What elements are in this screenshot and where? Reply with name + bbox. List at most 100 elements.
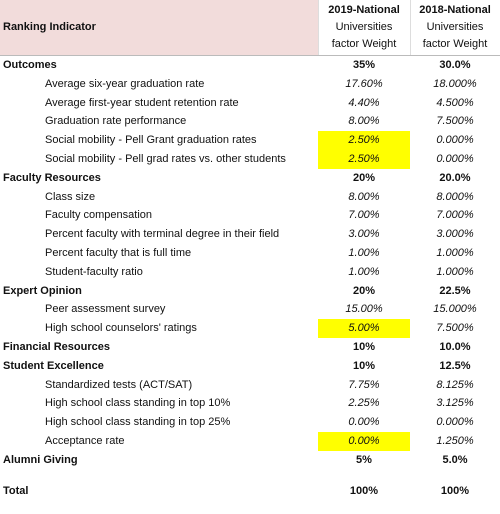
weight-2019: 1.00% <box>348 246 380 259</box>
weight-2018: 0.000% <box>436 416 474 429</box>
weight-2019: 2.25% <box>348 397 380 410</box>
weight-2019: 7.75% <box>348 378 380 391</box>
item-row: Faculty compensation 7.00% 7.000% <box>0 206 500 225</box>
header-row: Ranking Indicator 2019-National Universit… <box>0 0 500 56</box>
weight-2018: 1.250% <box>436 434 474 447</box>
weight-2018: 4.500% <box>436 96 474 109</box>
header-2018: 2018-National Universities factor Weight <box>410 0 500 56</box>
weight-2018: 3.125% <box>436 397 474 410</box>
item-row: Social mobility - Pell Grant graduation … <box>0 131 500 150</box>
weight-2018: 7.500% <box>436 322 474 335</box>
header-indicator: Ranking Indicator <box>0 0 319 56</box>
weight-2019: 8.00% <box>348 190 380 203</box>
weight-2018: 8.000% <box>436 190 474 203</box>
weight-2019: 5.00% <box>318 319 410 338</box>
weight-2018: 20.0% <box>439 171 471 184</box>
total-2018: 100% <box>440 484 470 497</box>
indicator-name: Social mobility - Pell Grant graduation … <box>45 134 257 147</box>
item-row: High school class standing in top 10% 2.2… <box>0 394 500 413</box>
indicator-name: High school class standing in top 25% <box>45 416 231 429</box>
item-row: Standardized tests (ACT/SAT) 7.75% 8.125% <box>0 376 500 395</box>
weight-2018: 0.000% <box>436 152 474 165</box>
header-line: Universities <box>335 21 393 33</box>
indicator-name: Alumni Giving <box>3 453 78 466</box>
indicator-name: Acceptance rate <box>45 434 125 447</box>
item-row: Average first-year student retention rat… <box>0 94 500 113</box>
section-row: Student Excellence 10% 12.5% <box>0 357 500 376</box>
weight-2019: 20% <box>352 284 376 297</box>
header-line: 2018-National <box>419 4 491 16</box>
indicator-name: Standardized tests (ACT/SAT) <box>45 378 193 391</box>
header-line: 2019-National <box>328 4 400 16</box>
weight-2018: 15.000% <box>433 303 477 316</box>
weight-2018: 5.0% <box>442 453 468 466</box>
weight-2018: 1.000% <box>436 265 474 278</box>
weight-2018: 7.000% <box>436 209 474 222</box>
weight-2019: 8.00% <box>348 115 380 128</box>
weight-2019: 17.60% <box>345 77 383 90</box>
indicator-name: Peer assessment survey <box>45 303 166 316</box>
indicator-name: Average six-year graduation rate <box>45 77 205 90</box>
indicator-name: Expert Opinion <box>3 284 82 297</box>
weight-2019: 35% <box>352 59 376 71</box>
weight-2019: 5% <box>356 453 372 466</box>
weight-2018: 0.000% <box>436 134 474 147</box>
total-label: Total <box>3 484 29 497</box>
section-row: Faculty Resources 20% 20.0% <box>0 169 500 188</box>
weight-2019: 0.00% <box>318 431 410 451</box>
item-row: High school counselors' ratings 5.00% 7.50… <box>0 319 500 338</box>
section-row: Alumni Giving 5% 5.0% <box>0 451 500 470</box>
weight-2019: 3.00% <box>348 228 380 241</box>
indicator-name: Student Excellence <box>3 359 104 372</box>
item-row: Average six-year graduation rate 17.60% 18… <box>0 75 500 94</box>
indicator-name: Faculty compensation <box>45 209 152 222</box>
table-body: Outcomes 35% 30.0% Average six-year graduat… <box>0 56 500 506</box>
weight-2018: 30.0% <box>439 59 471 71</box>
weight-2019: 20% <box>352 171 376 184</box>
item-row: Peer assessment survey 15.00% 15.000% <box>0 300 500 319</box>
weight-2018: 3.000% <box>436 228 474 241</box>
header-2019: 2019-National Universities factor Weight <box>318 0 411 56</box>
weight-2019: 1.00% <box>348 265 380 278</box>
indicator-name: Financial Resources <box>3 340 110 353</box>
weight-2019: 2.50% <box>318 149 410 169</box>
weight-2019: 10% <box>352 340 376 353</box>
weight-2018: 1.000% <box>436 246 474 259</box>
weight-2019: 10% <box>352 359 376 372</box>
weight-2019: 2.50% <box>318 131 410 150</box>
indicator-name: Percent faculty with terminal degree in … <box>45 228 280 241</box>
item-row: Class size 8.00% 8.000% <box>0 188 500 207</box>
indicator-name: Outcomes <box>3 59 57 71</box>
item-row: Social mobility - Pell grad rates vs. ot… <box>0 149 500 169</box>
indicator-name: Social mobility - Pell grad rates vs. ot… <box>45 152 286 165</box>
section-row: Financial Resources 10% 10.0% <box>0 338 500 357</box>
weight-2018: 8.125% <box>436 378 474 391</box>
item-row: Graduation rate performance 8.00% 7.500% <box>0 112 500 131</box>
header-line: factor Weight <box>331 38 397 50</box>
total-2019: 100% <box>349 484 379 497</box>
total-row: Total 100% 100% <box>0 470 500 506</box>
item-row: Acceptance rate 0.00% 1.250% <box>0 431 500 451</box>
indicator-name: Faculty Resources <box>3 171 101 184</box>
indicator-name: High school class standing in top 10% <box>45 397 231 410</box>
weight-2018: 22.5% <box>439 284 471 297</box>
indicator-name: Graduation rate performance <box>45 115 187 128</box>
weight-2018: 7.500% <box>436 115 474 128</box>
weight-2018: 12.5% <box>439 359 471 372</box>
item-row: Student-faculty ratio 1.00% 1.000% <box>0 263 500 282</box>
indicator-name: Percent faculty that is full time <box>45 246 192 259</box>
indicator-name: Class size <box>45 190 96 203</box>
weight-2019: 0.00% <box>348 416 380 429</box>
item-row: High school class standing in top 25% 0.0… <box>0 413 500 432</box>
indicator-name: Average first-year student retention rat… <box>45 96 239 109</box>
header-line: factor Weight <box>422 38 488 50</box>
weight-2019: 4.40% <box>348 96 380 109</box>
indicator-name: Student-faculty ratio <box>45 265 143 278</box>
section-row: Expert Opinion 20% 22.5% <box>0 282 500 301</box>
weight-2019: 7.00% <box>348 209 380 222</box>
item-row: Percent faculty that is full time 1.00% 1.… <box>0 244 500 263</box>
weight-2019: 15.00% <box>345 303 383 316</box>
weight-2018: 18.000% <box>433 77 477 90</box>
item-row: Percent faculty with terminal degree in … <box>0 225 500 244</box>
